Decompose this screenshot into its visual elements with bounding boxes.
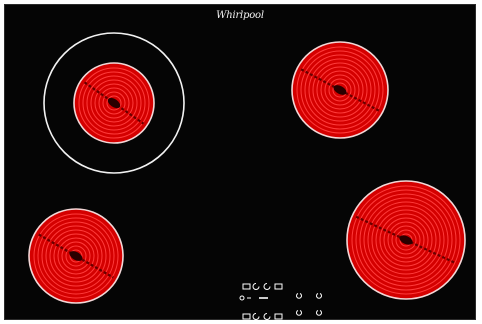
heating-coil-ring <box>86 75 142 131</box>
heating-coil-ring <box>304 54 376 126</box>
heating-coil-ring <box>324 74 356 106</box>
heating-coil-ring <box>300 50 380 130</box>
heating-coil-ring <box>33 213 119 299</box>
whirlpool-logo: Whirlpool <box>216 10 264 21</box>
zone-center <box>69 251 83 261</box>
zone-center <box>399 235 413 245</box>
zone-indicator-d[interactable] <box>316 310 322 316</box>
timer-icon[interactable] <box>263 283 271 290</box>
cooking-zone-bottom-right <box>346 180 466 300</box>
heating-coil-ring <box>65 245 87 267</box>
lock-icon[interactable] <box>242 283 251 290</box>
control-panel <box>239 283 322 320</box>
heating-coil-ring <box>296 46 384 134</box>
zone-center <box>107 97 121 109</box>
cooking-zone-top-left <box>73 62 155 144</box>
minus-icon[interactable] <box>239 295 245 301</box>
heating-coil-ring <box>383 217 429 263</box>
heating-coil-ring <box>351 185 461 295</box>
heating-coil-ring <box>367 201 445 279</box>
control-row-2 <box>239 293 322 301</box>
timer-icon-2[interactable] <box>263 313 271 320</box>
cooking-zone-top-right <box>291 41 389 139</box>
heating-coil-ring <box>69 249 83 263</box>
heating-coil-ring <box>82 71 146 135</box>
heating-coil-ring <box>387 221 425 259</box>
control-row-3 <box>242 310 322 320</box>
heating-coil-ring <box>49 229 103 283</box>
heating-coil-ring <box>399 233 413 247</box>
heating-coil-ring <box>379 213 433 267</box>
zone-indicator-a[interactable] <box>296 293 302 299</box>
heating-coil-ring <box>316 66 364 114</box>
zone-indicator-b[interactable] <box>316 293 322 299</box>
heating-coil-ring <box>359 193 453 287</box>
heating-coil-ring <box>53 233 99 279</box>
zone-center <box>333 85 347 95</box>
heating-coil-ring <box>102 91 126 115</box>
heating-coil-ring <box>90 79 138 127</box>
power-icon-2[interactable] <box>252 313 260 320</box>
heating-coil-ring <box>45 225 107 287</box>
lock-icon-2[interactable] <box>242 313 251 320</box>
heating-coil-ring <box>94 83 134 123</box>
power-icon[interactable] <box>252 283 260 290</box>
plus-icon[interactable] <box>274 283 283 290</box>
heating-coil-ring <box>391 225 421 255</box>
heating-coil-ring <box>395 229 417 251</box>
heating-coil-ring <box>37 217 115 295</box>
plus-icon-2[interactable] <box>274 313 283 320</box>
heating-coil-ring <box>106 95 122 111</box>
heating-coil-ring <box>57 237 95 275</box>
heating-coil-ring <box>61 241 91 271</box>
heating-coil-ring <box>371 205 441 275</box>
heating-coil-ring <box>355 189 457 291</box>
control-row-1 <box>242 283 283 290</box>
extended-ring-outline <box>43 32 185 174</box>
heating-coil-ring <box>328 78 352 102</box>
zone-indicator-c[interactable] <box>296 310 302 316</box>
heating-coil-ring <box>308 58 372 122</box>
heating-coil-ring <box>312 62 368 118</box>
heating-coil-ring <box>78 67 150 139</box>
heating-coil-ring <box>320 70 360 110</box>
cooking-zone-bottom-left <box>28 208 124 304</box>
heating-coil-ring <box>363 197 449 283</box>
heating-coil-ring <box>41 221 111 291</box>
heating-coil-ring <box>332 82 348 98</box>
heating-coil-ring <box>375 209 437 271</box>
heating-coil-ring <box>98 87 130 119</box>
